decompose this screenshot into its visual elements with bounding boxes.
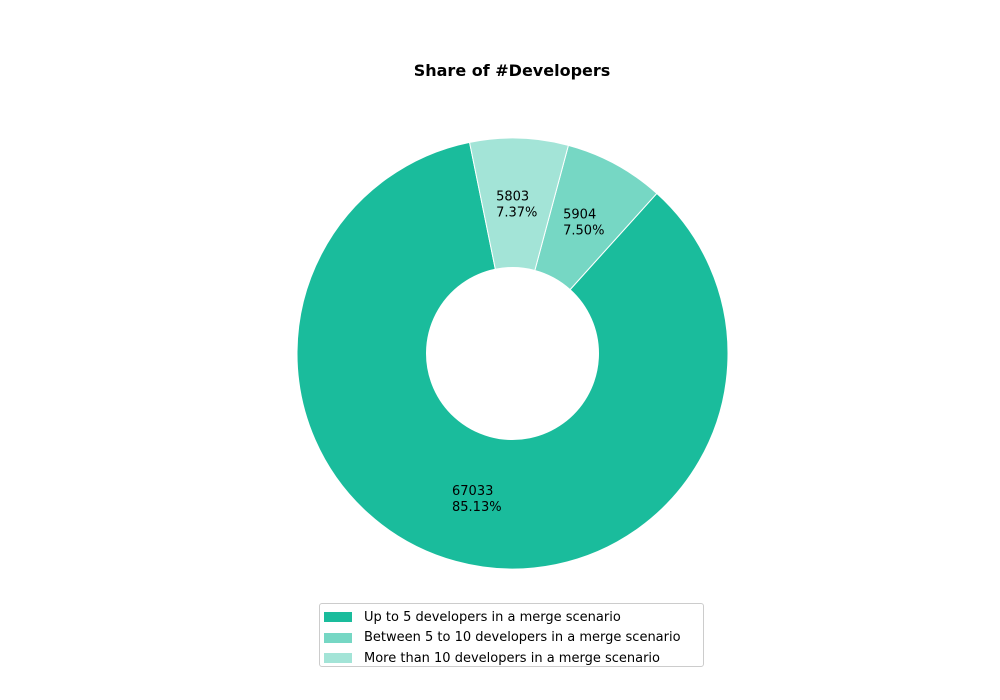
pie-slice bbox=[468, 137, 570, 272]
pie-slice bbox=[296, 141, 729, 570]
slices-group bbox=[296, 137, 729, 570]
legend: Up to 5 developers in a merge scenario B… bbox=[319, 603, 704, 667]
legend-swatch bbox=[324, 612, 352, 623]
legend-item-5-to-10: Between 5 to 10 developers in a merge sc… bbox=[324, 628, 703, 649]
legend-swatch bbox=[324, 653, 352, 664]
slice-data-label: 5904 7.50% bbox=[563, 208, 604, 239]
legend-swatch bbox=[324, 632, 352, 643]
slice-data-label: 67033 85.13% bbox=[452, 484, 502, 515]
legend-label: Up to 5 developers in a merge scenario bbox=[364, 609, 621, 625]
legend-label: Between 5 to 10 developers in a merge sc… bbox=[364, 630, 681, 646]
legend-item-up-to-5: Up to 5 developers in a merge scenario bbox=[324, 607, 703, 628]
slice-labels-group: 67033 85.13% 5904 7.50% 5803 7.37% bbox=[452, 190, 604, 516]
chart-title: Share of #Developers bbox=[414, 61, 611, 80]
slice-data-label: 5803 7.37% bbox=[496, 190, 537, 221]
legend-item-more-than-10: More than 10 developers in a merge scena… bbox=[324, 648, 703, 669]
legend-label: More than 10 developers in a merge scena… bbox=[364, 650, 660, 666]
